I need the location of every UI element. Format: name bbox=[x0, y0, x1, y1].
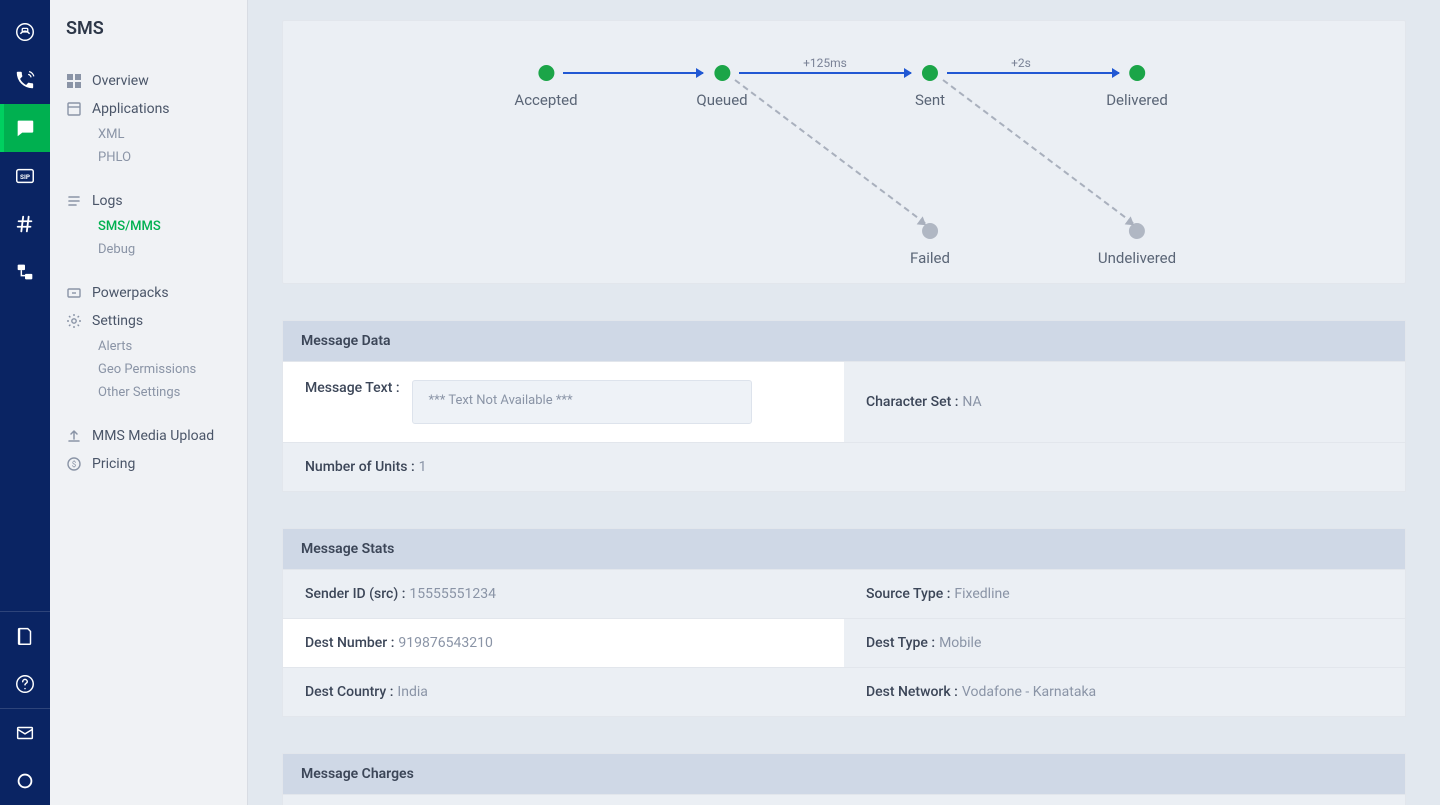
section-header: Message Data bbox=[283, 321, 1405, 361]
field-label: Message Text : bbox=[305, 380, 400, 396]
sidebar-item-logs[interactable]: Logs bbox=[50, 187, 247, 215]
status-dot-icon bbox=[538, 65, 554, 81]
sidebar-item-mms-upload[interactable]: MMS Media Upload bbox=[50, 422, 247, 450]
gear-icon bbox=[66, 313, 82, 329]
flow-arrow bbox=[947, 72, 1119, 74]
flow-timestamp: +125ms bbox=[803, 56, 847, 70]
field-value: Vodafone - Karnataka bbox=[962, 684, 1096, 700]
field-value: Mobile bbox=[939, 635, 981, 651]
status-label: Failed bbox=[910, 249, 950, 267]
status-node-failed: Failed bbox=[910, 223, 950, 267]
status-node-sent: Sent bbox=[915, 65, 945, 109]
sidebar-sub-geo[interactable]: Geo Permissions bbox=[50, 358, 247, 381]
sidebar: SMS Overview Applications XML PHLO Logs … bbox=[50, 0, 248, 805]
status-node-undelivered: Undelivered bbox=[1098, 223, 1176, 267]
field-label: Number of Units : bbox=[305, 459, 415, 475]
sidebar-item-powerpacks[interactable]: Powerpacks bbox=[50, 279, 247, 307]
nav-sip-icon[interactable]: SIP bbox=[0, 152, 50, 200]
nav-inbox-icon[interactable] bbox=[0, 709, 50, 757]
sidebar-item-pricing[interactable]: $ Pricing bbox=[50, 450, 247, 478]
nav-sms-icon[interactable] bbox=[0, 104, 50, 152]
sidebar-item-label: Logs bbox=[92, 193, 123, 209]
field-label: Dest Number : bbox=[305, 635, 394, 651]
field-label: Sender ID (src) : bbox=[305, 586, 405, 602]
status-label: Accepted bbox=[514, 91, 577, 109]
field-label: Dest Network : bbox=[866, 684, 958, 700]
status-dot-icon bbox=[922, 65, 938, 81]
sidebar-item-label: MMS Media Upload bbox=[92, 428, 214, 444]
sidebar-sub-xml[interactable]: XML bbox=[50, 123, 247, 146]
field-label: Dest Country : bbox=[305, 684, 393, 700]
main-content: Accepted Queued Sent Delivered Fai bbox=[248, 0, 1440, 805]
flow-timestamp: +2s bbox=[1011, 56, 1031, 70]
section-header: Message Stats bbox=[283, 529, 1405, 569]
flow-arrow bbox=[739, 72, 911, 74]
svg-text:$: $ bbox=[72, 460, 77, 469]
field-label: Source Type : bbox=[866, 586, 950, 602]
icon-rail: SIP bbox=[0, 0, 50, 805]
message-charges-card: Message Charges Rate : USD 0.00350 / uni… bbox=[282, 753, 1406, 805]
field-label: Dest Type : bbox=[866, 635, 935, 651]
field-value: NA bbox=[962, 394, 981, 410]
status-label: Undelivered bbox=[1098, 249, 1176, 267]
field-value: Fixedline bbox=[954, 586, 1009, 602]
nav-voice-icon[interactable] bbox=[0, 56, 50, 104]
field-value: 1 bbox=[419, 459, 427, 475]
sidebar-title: SMS bbox=[50, 18, 247, 39]
sidebar-sub-phlo[interactable]: PHLO bbox=[50, 146, 247, 169]
nav-hash-icon[interactable] bbox=[0, 200, 50, 248]
svg-text:SIP: SIP bbox=[20, 173, 30, 181]
nav-help-icon[interactable] bbox=[0, 660, 50, 708]
sidebar-sub-alerts[interactable]: Alerts bbox=[50, 335, 247, 358]
field-value: India bbox=[397, 684, 427, 700]
flow-dash-arrow bbox=[734, 79, 925, 224]
sidebar-item-overview[interactable]: Overview bbox=[50, 67, 247, 95]
dashboard-icon bbox=[66, 73, 82, 89]
sidebar-item-label: Settings bbox=[92, 313, 143, 329]
status-label: Delivered bbox=[1106, 91, 1168, 109]
sidebar-sub-other[interactable]: Other Settings bbox=[50, 381, 247, 404]
nav-docs-icon[interactable] bbox=[0, 612, 50, 660]
pricing-icon: $ bbox=[66, 456, 82, 472]
status-dot-icon bbox=[1129, 65, 1145, 81]
apps-icon bbox=[66, 101, 82, 117]
section-header: Message Charges bbox=[283, 754, 1405, 794]
field-value: 919876543210 bbox=[398, 635, 492, 651]
status-flow-card: Accepted Queued Sent Delivered Fai bbox=[282, 20, 1406, 284]
powerpacks-icon bbox=[66, 285, 82, 301]
nav-status-icon[interactable] bbox=[0, 757, 50, 805]
sidebar-item-label: Pricing bbox=[92, 456, 135, 472]
flow-arrow bbox=[563, 72, 703, 74]
status-dot-icon bbox=[714, 65, 730, 81]
status-label: Sent bbox=[915, 91, 945, 109]
message-stats-card: Message Stats Sender ID (src) : 15555551… bbox=[282, 528, 1406, 717]
sidebar-item-settings[interactable]: Settings bbox=[50, 307, 247, 335]
nav-home-icon[interactable] bbox=[0, 8, 50, 56]
message-data-card: Message Data Message Text : *** Text Not… bbox=[282, 320, 1406, 492]
sidebar-sub-smsmms[interactable]: SMS/MMS bbox=[50, 215, 247, 238]
sidebar-sub-debug[interactable]: Debug bbox=[50, 238, 247, 261]
upload-icon bbox=[66, 428, 82, 444]
status-label: Queued bbox=[696, 91, 747, 109]
sidebar-item-label: Applications bbox=[92, 101, 170, 117]
field-label: Character Set : bbox=[866, 394, 958, 410]
sidebar-item-applications[interactable]: Applications bbox=[50, 95, 247, 123]
sidebar-item-label: Overview bbox=[92, 73, 149, 89]
sidebar-item-label: Powerpacks bbox=[92, 285, 169, 301]
nav-trunk-icon[interactable] bbox=[0, 248, 50, 296]
field-value: 15555551234 bbox=[409, 586, 496, 602]
logs-icon bbox=[66, 193, 82, 209]
flow-dash-arrow bbox=[942, 79, 1133, 224]
message-text-box: *** Text Not Available *** bbox=[412, 380, 752, 424]
